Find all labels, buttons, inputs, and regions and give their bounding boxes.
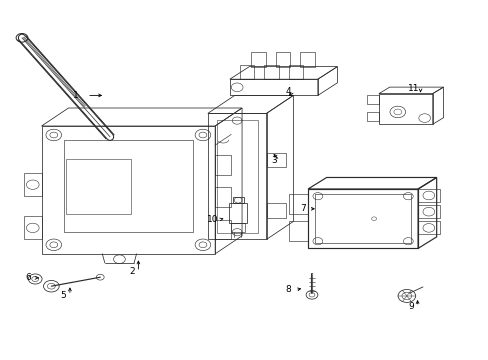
FancyArrowPatch shape: [297, 288, 300, 291]
Text: 7: 7: [300, 204, 305, 213]
Text: 1: 1: [73, 91, 79, 100]
Text: 9: 9: [407, 302, 413, 311]
Text: 6: 6: [25, 274, 31, 282]
FancyArrowPatch shape: [273, 154, 277, 158]
FancyArrowPatch shape: [219, 218, 223, 221]
Text: 5: 5: [61, 291, 66, 300]
FancyArrowPatch shape: [90, 94, 101, 97]
Text: 11: 11: [407, 84, 418, 93]
FancyArrowPatch shape: [68, 288, 71, 292]
Text: 10: 10: [206, 215, 218, 224]
Text: 8: 8: [285, 285, 291, 294]
Text: 3: 3: [270, 156, 276, 165]
FancyArrowPatch shape: [137, 261, 140, 269]
FancyArrowPatch shape: [418, 89, 421, 92]
Text: 2: 2: [129, 267, 135, 276]
FancyArrowPatch shape: [289, 93, 292, 95]
Text: 4: 4: [285, 87, 291, 96]
FancyArrowPatch shape: [415, 301, 418, 304]
FancyArrowPatch shape: [35, 276, 38, 279]
FancyArrowPatch shape: [311, 207, 313, 210]
